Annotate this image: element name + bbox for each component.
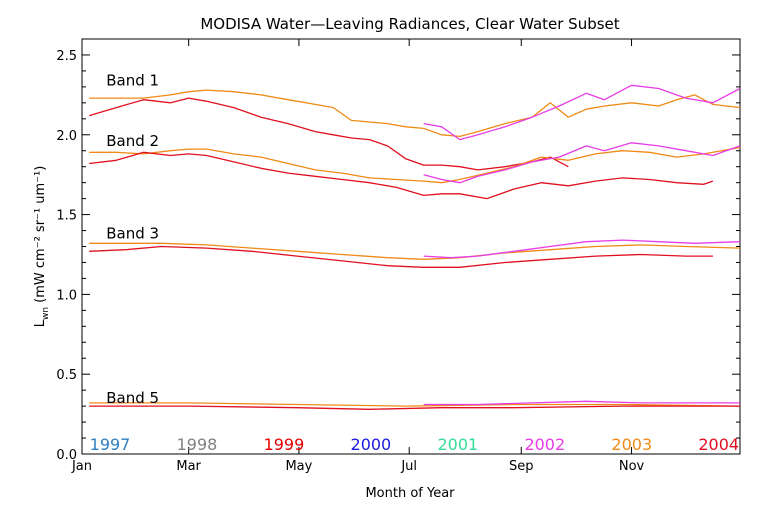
y-tick-label: 0.0 [56, 448, 77, 463]
y-axis-subscript: wn [41, 307, 51, 320]
legend-year-2001: 2001 [437, 435, 478, 454]
band-label: Band 5 [106, 389, 159, 407]
series-line-2002-band-2 [423, 142, 741, 184]
x-tick-label: Jul [400, 459, 417, 474]
legend-year-2000: 2000 [351, 435, 392, 454]
y-tick-label: 1.5 [56, 209, 77, 224]
y-axis-symbol: L [33, 319, 48, 327]
x-axis-label: Month of Year [365, 486, 455, 501]
legend-year-2003: 2003 [611, 435, 652, 454]
series-line-2003-band-5 [89, 402, 741, 407]
x-tick-label: Jan [71, 459, 92, 474]
y-axis-label: Lwn (mW cm⁻² sr⁻¹ um⁻¹) [33, 166, 51, 328]
x-tick-label: May [285, 459, 312, 474]
y-axis-title: Lwn (mW cm⁻² sr⁻¹ um⁻¹) [33, 166, 51, 328]
series-line-2003-band-3 [89, 242, 741, 260]
plot-frame [81, 38, 741, 455]
series-line-2004-band-5 [89, 405, 740, 410]
legend-year-1997: 1997 [90, 435, 131, 454]
legend-year-2004: 2004 [698, 435, 739, 454]
band-label: Band 1 [106, 72, 159, 90]
y-axis-units: (mW cm⁻² sr⁻¹ um⁻¹) [33, 166, 48, 307]
series-line-2002-band-5 [423, 400, 740, 406]
x-tick-label: Mar [176, 459, 201, 474]
series-line-2002-band-3 [423, 239, 741, 259]
band-label: Band 2 [106, 132, 159, 150]
series-line-2003-band-1 [89, 89, 741, 138]
y-tick-label: 2.5 [56, 49, 77, 64]
x-tick-label: Sep [509, 459, 534, 474]
series-line-2004-band-3 [89, 245, 713, 268]
series-line-2002-band-1 [423, 84, 741, 141]
legend-year-1999: 1999 [264, 435, 305, 454]
series-line-2004-band-2 [89, 151, 714, 200]
series-line-2003-band-2 [89, 146, 741, 184]
legend-year-1998: 1998 [177, 435, 218, 454]
band-label: Band 3 [106, 225, 159, 243]
x-tick-label: Nov [619, 459, 645, 474]
y-tick-label: 1.0 [56, 288, 77, 303]
y-tick-label: 0.5 [56, 368, 77, 383]
series-line-2004-band-1 [89, 97, 569, 171]
chart-title: MODISA Water—Leaving Radiances, Clear Wa… [200, 15, 619, 33]
plot-area: Jan Mar May Jul Sep Nov 0.0 0.5 1.0 1.5 2.0 2.5 Band… [56, 38, 741, 474]
y-tick-label: 2.0 [56, 129, 77, 144]
legend-year-2002: 2002 [524, 435, 565, 454]
